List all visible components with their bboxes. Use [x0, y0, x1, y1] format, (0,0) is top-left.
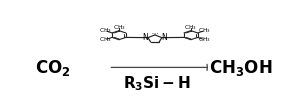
- Text: CH$_3$: CH$_3$: [198, 26, 211, 35]
- Text: N: N: [142, 33, 148, 42]
- Text: CH$_3$: CH$_3$: [198, 35, 211, 44]
- Text: $\mathbf{CO_2}$: $\mathbf{CO_2}$: [35, 58, 70, 78]
- Text: $\mathbf{R_3Si-H}$: $\mathbf{R_3Si-H}$: [123, 74, 191, 93]
- Text: $\mathbf{CH_3OH}$: $\mathbf{CH_3OH}$: [209, 58, 273, 78]
- Text: CH$_3$: CH$_3$: [99, 35, 112, 44]
- Text: N: N: [162, 33, 167, 42]
- Text: CH$_3$: CH$_3$: [184, 23, 197, 32]
- Text: CH$_3$: CH$_3$: [112, 23, 125, 32]
- Text: CH$_3$: CH$_3$: [99, 26, 112, 35]
